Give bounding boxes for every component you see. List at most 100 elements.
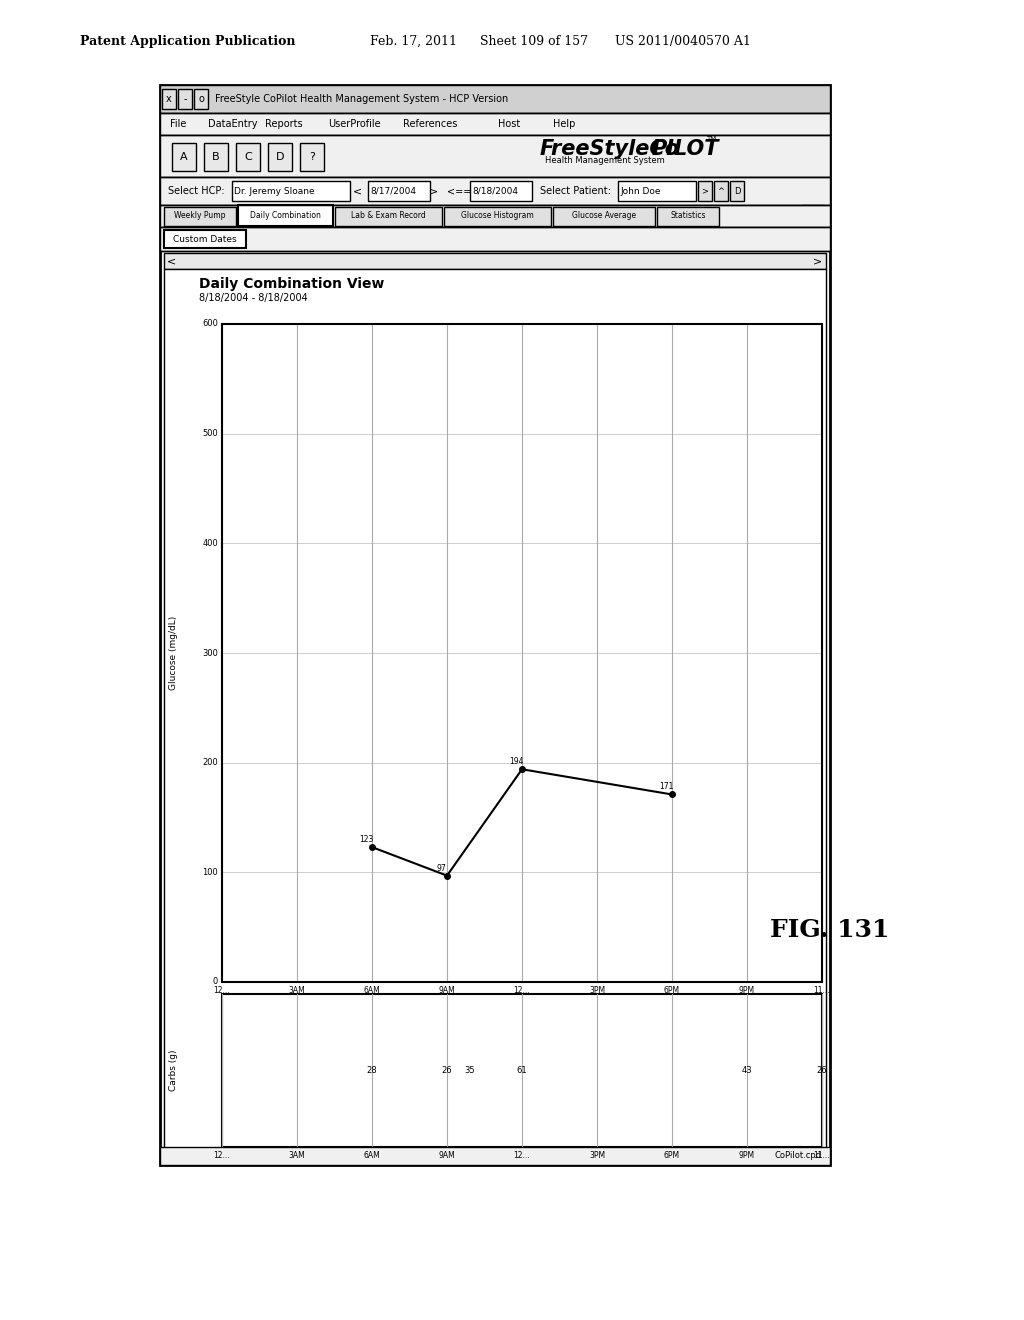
Bar [194,88,208,110]
Text: Glucose (mg/dL): Glucose (mg/dL) [170,616,178,690]
Text: Dr. Jeremy Sloane: Dr. Jeremy Sloane [234,186,314,195]
Text: 11...: 11... [814,1151,830,1160]
Text: ?: ? [309,152,315,162]
Text: 100: 100 [203,867,218,876]
Text: UserProfile: UserProfile [328,119,381,129]
Bar [162,88,176,110]
Text: Help: Help [553,119,575,129]
Bar [730,181,744,201]
Text: C: C [244,152,252,162]
Text: 8/17/2004: 8/17/2004 [370,186,416,195]
Bar [238,205,333,226]
Bar [618,181,696,201]
Text: 8/18/2004: 8/18/2004 [472,186,518,195]
Bar [300,143,324,172]
Text: <==: <== [447,186,471,195]
Text: Custom Dates: Custom Dates [173,235,237,243]
Text: 3PM: 3PM [589,986,605,995]
Bar [178,88,193,110]
Text: <: < [167,256,176,267]
Text: -: - [183,94,186,104]
Text: 9PM: 9PM [739,1151,755,1160]
Text: 9PM: 9PM [739,986,755,995]
Text: CoPilot.cpd: CoPilot.cpd [775,1151,822,1160]
Text: Glucose Histogram: Glucose Histogram [461,211,534,220]
Text: Statistics: Statistics [671,211,706,220]
Text: Patent Application Publication: Patent Application Publication [80,36,296,48]
Text: 6AM: 6AM [364,986,380,995]
Text: 3AM: 3AM [289,986,305,995]
Bar [232,181,350,201]
Bar [160,135,830,177]
Text: 194: 194 [509,758,523,766]
Bar [714,181,728,201]
Text: 12...: 12... [514,1151,530,1160]
Text: Health Management System: Health Management System [545,156,665,165]
Text: 3AM: 3AM [289,1151,305,1160]
Text: DataEntry: DataEntry [208,119,257,129]
Text: References: References [403,119,458,129]
Text: 6PM: 6PM [664,986,680,995]
Text: FreeStyleCo: FreeStyleCo [540,139,680,158]
Bar [222,323,822,982]
Text: 123: 123 [358,836,373,843]
Bar [236,143,260,172]
Bar [164,269,826,1158]
Bar [335,207,442,226]
Text: 11...: 11... [814,986,830,995]
Text: A: A [180,152,187,162]
Bar [204,143,228,172]
Text: 6AM: 6AM [364,1151,380,1160]
Text: FreeStyle CoPilot Health Management System - HCP Version: FreeStyle CoPilot Health Management Syst… [215,94,508,104]
Text: Sheet 109 of 157: Sheet 109 of 157 [480,36,588,48]
Bar [698,181,712,201]
Text: Select HCP:: Select HCP: [168,186,224,195]
Text: TM: TM [706,136,716,143]
Text: 28: 28 [367,1067,377,1074]
Bar [444,207,551,226]
Bar [657,207,719,226]
Bar [172,143,196,172]
Text: o: o [198,94,204,104]
Text: 0: 0 [213,978,218,986]
Bar [222,994,822,1147]
Bar [164,253,826,269]
Text: 9AM: 9AM [438,1151,456,1160]
Text: 8/18/2004 - 8/18/2004: 8/18/2004 - 8/18/2004 [199,293,308,304]
Text: 500: 500 [203,429,218,438]
Text: Lab & Exam Record: Lab & Exam Record [351,211,426,220]
Text: 12...: 12... [214,986,230,995]
Text: 600: 600 [202,319,218,329]
Text: John Doe: John Doe [620,186,660,195]
Bar [160,84,830,114]
Text: 200: 200 [203,758,218,767]
Bar [160,227,830,251]
Text: 6PM: 6PM [664,1151,680,1160]
Text: Weekly Pump: Weekly Pump [174,211,225,220]
Text: <: < [353,186,362,195]
Bar [160,205,830,227]
Text: 43: 43 [741,1067,753,1074]
Text: x: x [166,94,172,104]
Bar [268,143,292,172]
Bar [470,181,532,201]
Text: Select Patient:: Select Patient: [540,186,611,195]
Text: B: B [212,152,220,162]
Text: US 2011/0040570 A1: US 2011/0040570 A1 [615,36,751,48]
Text: Feb. 17, 2011: Feb. 17, 2011 [370,36,457,48]
Text: ^: ^ [718,186,725,195]
Text: Daily Combination: Daily Combination [250,211,321,220]
Text: 171: 171 [658,783,673,792]
Text: 3PM: 3PM [589,1151,605,1160]
Text: >: > [701,186,709,195]
Bar [160,177,830,205]
Text: Glucose Average: Glucose Average [572,211,636,220]
Bar [160,114,830,135]
Bar [160,84,830,1166]
Text: 97: 97 [436,863,445,873]
Text: Daily Combination View: Daily Combination View [199,277,384,290]
Text: >: > [813,256,822,267]
Text: Host: Host [498,119,520,129]
Bar [164,230,246,248]
Bar [160,1147,830,1166]
